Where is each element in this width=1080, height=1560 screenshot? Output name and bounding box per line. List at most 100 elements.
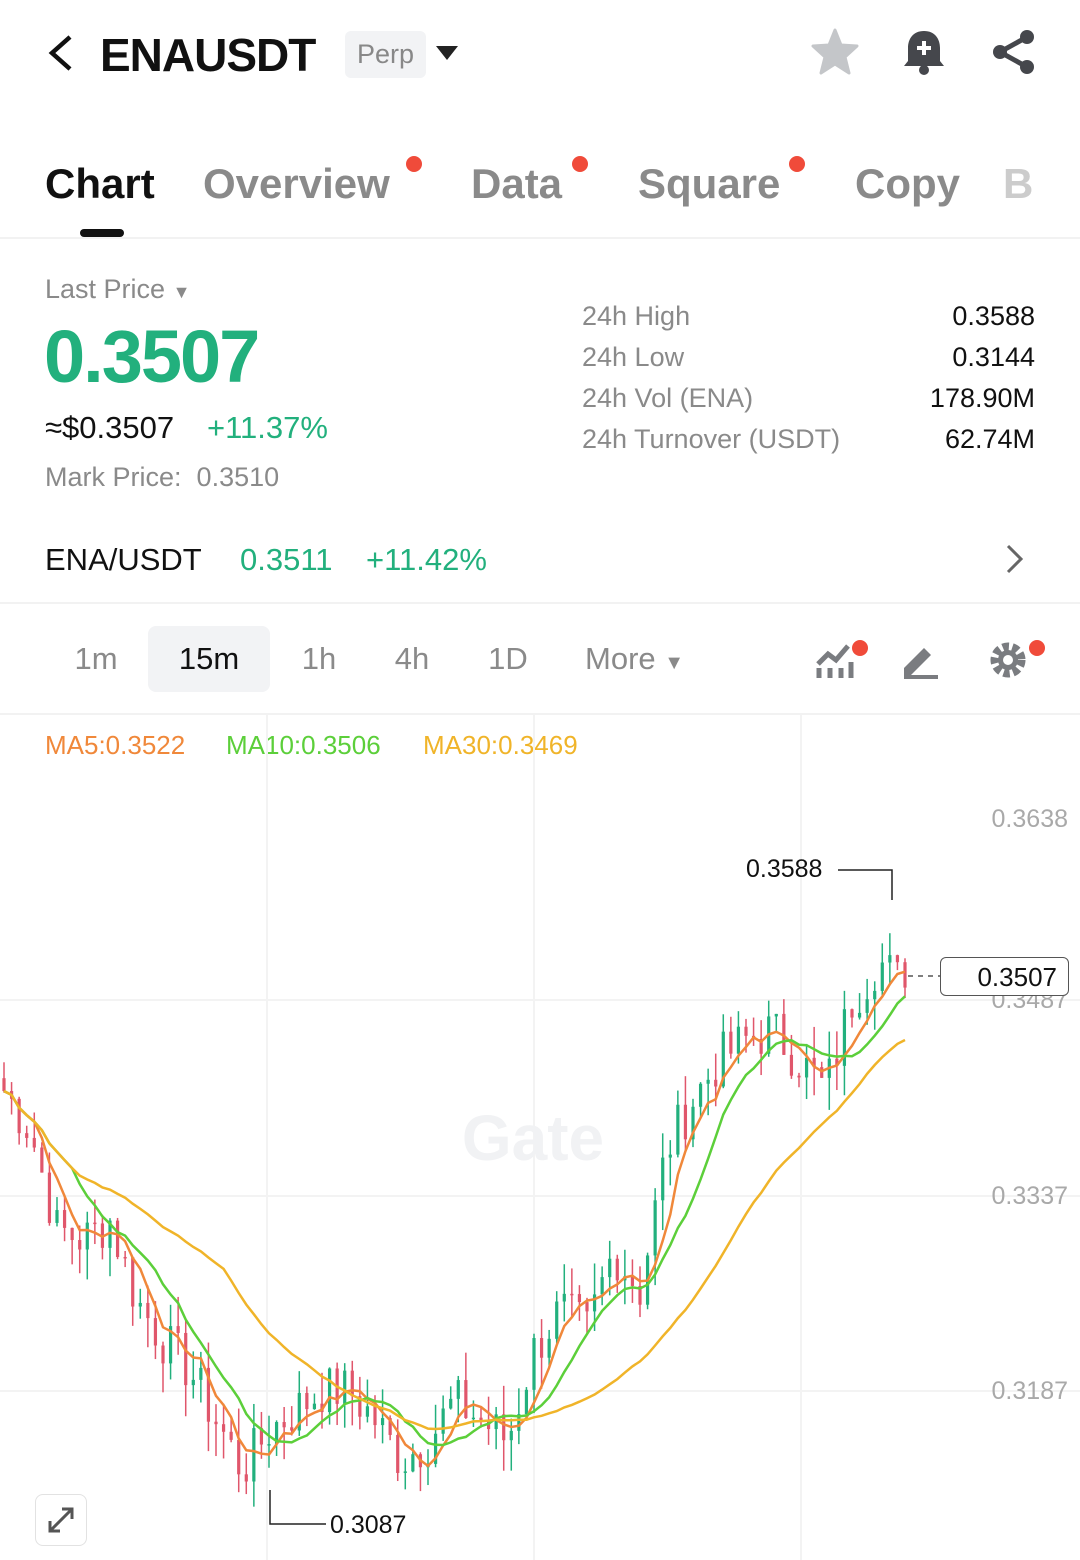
tab-square[interactable]: Square (638, 160, 781, 207)
price-type-select[interactable]: Last Price ▼ (45, 274, 190, 305)
candle-body (592, 1294, 597, 1312)
fullscreen-button[interactable] (35, 1494, 87, 1546)
candle-body (812, 1057, 816, 1068)
candle-body (297, 1392, 301, 1431)
spot-price: 0.3511 (240, 542, 333, 577)
candle-body (396, 1434, 400, 1473)
candle-body (433, 1433, 438, 1464)
candle-body (865, 999, 869, 1013)
gate-watermark: Gate (462, 1102, 604, 1174)
price-type-label: Last Price (45, 274, 166, 304)
bell-add-icon (904, 31, 944, 75)
divider (0, 602, 1080, 604)
indicators-button[interactable] (814, 640, 854, 685)
ma10-label: MA10:0.3506 (226, 730, 381, 760)
mark-price: Mark Price: 0.3510 (45, 462, 279, 493)
candle-body (229, 1431, 233, 1440)
candle-body (206, 1367, 211, 1422)
candle-body (2, 1078, 6, 1092)
price-alert-button[interactable] (902, 28, 946, 81)
candle-body (161, 1345, 165, 1364)
symbol-title[interactable]: ENAUSDT (100, 29, 316, 81)
last-price: 0.3507 (44, 315, 260, 398)
candle-body (562, 1293, 566, 1302)
y-tick: 0.3187 (991, 1377, 1068, 1405)
candle-body (524, 1389, 529, 1415)
expand-icon (48, 1507, 74, 1533)
candle-body (411, 1454, 415, 1472)
back-button[interactable] (44, 34, 78, 72)
candle-body (608, 1258, 612, 1278)
candle-body (191, 1379, 195, 1386)
candle-body (638, 1285, 642, 1305)
stat-label: 24h Turnover (USDT) (582, 424, 841, 454)
candle-body (630, 1276, 635, 1286)
mark-price-value: 0.3510 (196, 462, 280, 492)
candle-body (55, 1210, 59, 1223)
candle-body (683, 1104, 688, 1140)
candle-body (327, 1368, 332, 1413)
perp-badge: Perp (345, 31, 427, 78)
timeframe-1m[interactable]: 1m (74, 641, 118, 676)
candle-body (797, 1075, 801, 1078)
y-tick: 0.3638 (991, 805, 1068, 833)
candle-body (903, 962, 907, 988)
pencil-icon (904, 648, 938, 679)
candle-body (131, 1257, 135, 1307)
candle-body (259, 1428, 264, 1445)
caret-down-icon: ▼ (172, 282, 191, 302)
timeframe-15m[interactable]: 15m (148, 626, 270, 692)
candle-body (729, 1031, 733, 1054)
ma30-label: MA30:0.3469 (423, 730, 578, 760)
indicator-chart-icon (816, 644, 854, 678)
candle-body (78, 1240, 82, 1250)
candle-body (668, 1154, 672, 1158)
timeframe-more[interactable]: More ▼ (585, 626, 705, 692)
tab-b[interactable]: B (1003, 160, 1034, 207)
drawing-button[interactable] (900, 642, 940, 685)
timeframe-1d[interactable]: 1D (488, 641, 528, 676)
candle-body (388, 1418, 392, 1435)
chart-settings-button[interactable] (988, 640, 1028, 685)
candle-body (441, 1408, 445, 1434)
candle-body (47, 1172, 52, 1223)
candle-body (532, 1338, 536, 1390)
candle-body (350, 1370, 354, 1397)
symbol-dropdown[interactable] (436, 46, 458, 67)
star-icon (811, 28, 859, 75)
ma10-line (3, 995, 906, 1447)
timeframe-1h[interactable]: 1h (301, 641, 337, 676)
candle-body (153, 1318, 158, 1346)
gear-icon (990, 642, 1026, 678)
current-price-tag[interactable]: 0.3507 (940, 957, 1069, 996)
candle-body (146, 1302, 150, 1319)
tab-copy[interactable]: Copy (855, 160, 960, 207)
candle-body (570, 1293, 574, 1296)
candle-body (850, 1009, 854, 1018)
candle-body (403, 1471, 407, 1473)
spot-pair: ENA/USDT (45, 542, 202, 577)
tab-chart[interactable]: Chart (45, 160, 155, 207)
candle-body (199, 1367, 203, 1380)
candle-body (93, 1222, 97, 1225)
share-button[interactable] (990, 28, 1038, 81)
candle-body (40, 1147, 44, 1173)
spot-pair-row[interactable]: ENA/USDT 0.3511 +11.42% (0, 520, 1080, 600)
candle-body (804, 1057, 809, 1078)
high-marker-line (838, 869, 893, 900)
candle-body (32, 1137, 36, 1148)
tab-overview[interactable]: Overview (203, 160, 390, 207)
candle-body (168, 1326, 173, 1364)
candle-body (714, 1079, 718, 1087)
candle-body (115, 1220, 120, 1257)
tab-data[interactable]: Data (471, 160, 563, 207)
caret-down-icon: ▼ (664, 652, 685, 674)
candle-body (373, 1406, 377, 1426)
timeframe-4h[interactable]: 4h (394, 641, 430, 676)
candle-body (615, 1258, 619, 1281)
favorite-button[interactable] (810, 28, 860, 81)
candle-body (502, 1414, 506, 1441)
candle-body (585, 1302, 589, 1312)
candle-body (547, 1338, 551, 1358)
